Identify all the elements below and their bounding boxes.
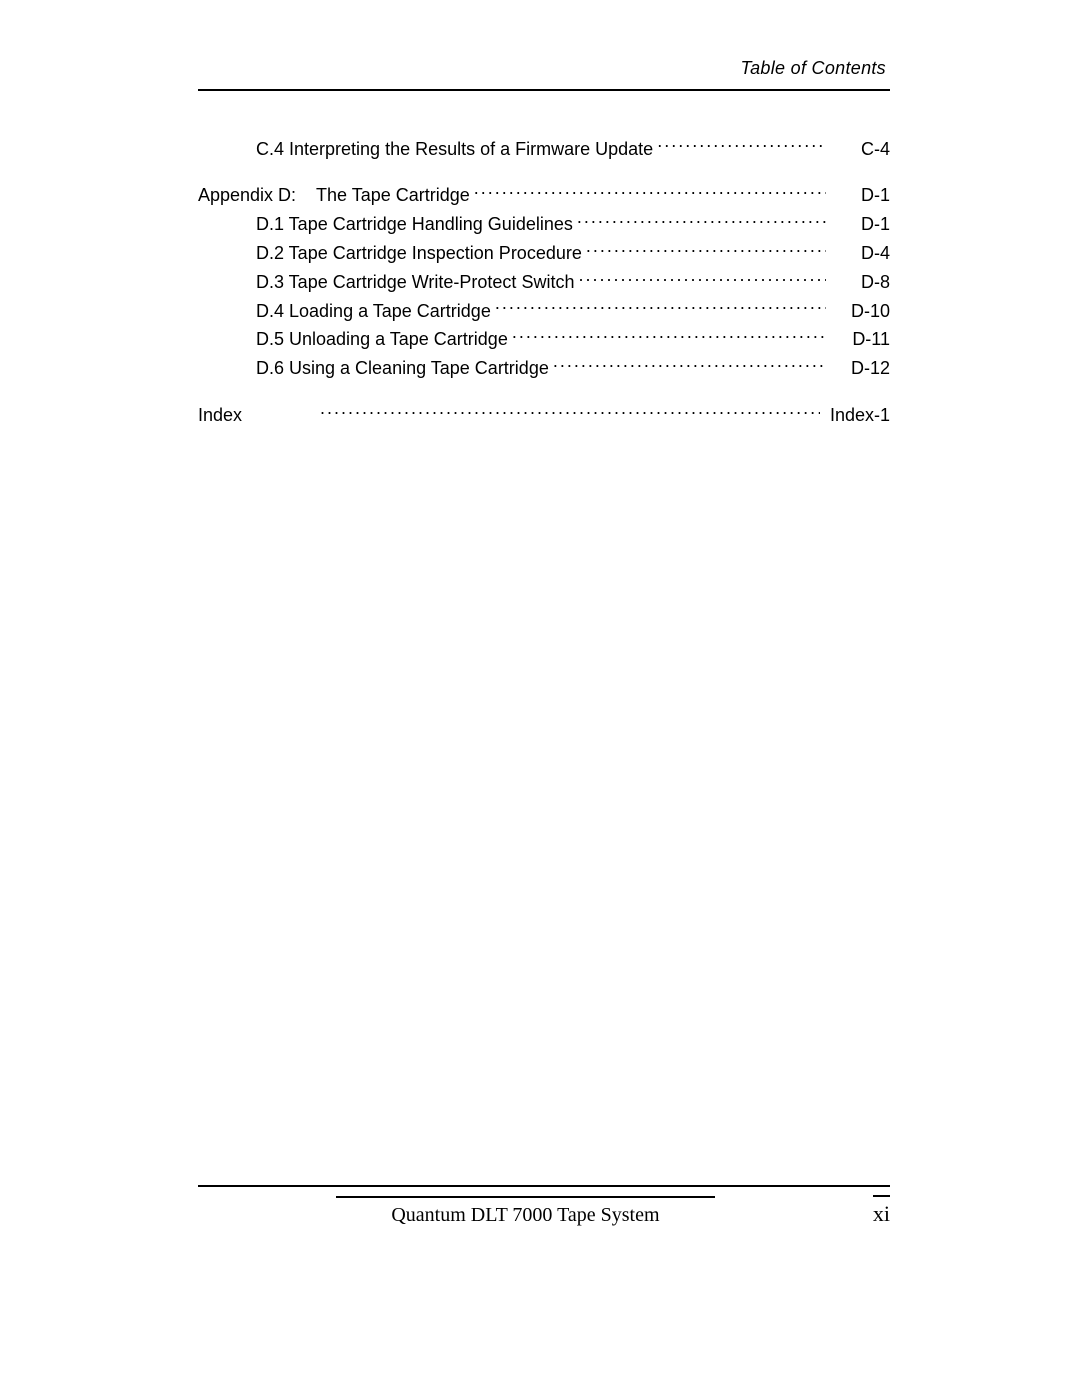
toc-entry-title: D.1 Tape Cartridge Handling Guidelines — [256, 212, 573, 237]
toc-leader-dots — [657, 133, 826, 155]
footer-line: Quantum DLT 7000 Tape System xi — [198, 1195, 890, 1227]
toc-entry-page: D-11 — [830, 327, 890, 352]
toc-entry-label: Index — [198, 403, 316, 428]
page: Table of Contents C.4 Interpreting the R… — [0, 0, 1080, 1397]
toc-leader-dots — [586, 237, 826, 259]
toc-row: D.6 Using a Cleaning Tape Cartridge D-12 — [198, 352, 890, 381]
toc-leader-dots — [495, 295, 826, 317]
toc-leader-dots — [320, 399, 820, 421]
header-label: Table of Contents — [198, 58, 890, 79]
toc-leader-dots — [577, 209, 826, 231]
toc-leader-dots — [474, 180, 826, 202]
toc-entry-page: Index-1 — [824, 403, 890, 428]
header-rule — [198, 89, 890, 91]
toc-entry-title: D.4 Loading a Tape Cartridge — [256, 299, 491, 324]
toc-entry-title: D.6 Using a Cleaning Tape Cartridge — [256, 356, 549, 381]
toc-row: D.3 Tape Cartridge Write-Protect Switch D… — [198, 266, 890, 295]
toc-leader-dots — [578, 266, 826, 288]
footer-right-rule — [873, 1195, 890, 1197]
footer-page-number-wrap: xi — [853, 1195, 890, 1227]
toc-row: D.1 Tape Cartridge Handling Guidelines D-… — [198, 209, 890, 238]
toc-entry-title: The Tape Cartridge — [316, 183, 470, 208]
footer-inner-rule — [336, 1196, 716, 1198]
toc-entry-page: D-10 — [830, 299, 890, 324]
table-of-contents: C.4 Interpreting the Results of a Firmwa… — [198, 133, 890, 428]
toc-leader-dots — [512, 324, 826, 346]
footer-center-text: Quantum DLT 7000 Tape System — [198, 1204, 853, 1227]
toc-leader-dots — [553, 352, 826, 374]
toc-entry-page: D-12 — [830, 356, 890, 381]
toc-row: C.4 Interpreting the Results of a Firmwa… — [198, 133, 890, 162]
toc-entry-page: D-1 — [830, 212, 890, 237]
footer-center-wrap: Quantum DLT 7000 Tape System — [198, 1196, 853, 1227]
page-header: Table of Contents — [198, 58, 890, 91]
toc-row: D.2 Tape Cartridge Inspection Procedure D… — [198, 237, 890, 266]
page-footer: Quantum DLT 7000 Tape System xi — [198, 1185, 890, 1227]
toc-row: D.4 Loading a Tape Cartridge D-10 — [198, 295, 890, 324]
toc-entry-page: D-1 — [830, 183, 890, 208]
toc-entry-title: D.2 Tape Cartridge Inspection Procedure — [256, 241, 582, 266]
toc-entry-title: D.5 Unloading a Tape Cartridge — [256, 327, 508, 352]
toc-entry-label: Appendix D: — [198, 183, 316, 208]
footer-page-number: xi — [873, 1201, 890, 1226]
toc-row: Appendix D:The Tape Cartridge D-1 — [198, 180, 890, 209]
toc-row: Index Index-1 — [198, 399, 890, 428]
toc-row: D.5 Unloading a Tape Cartridge D-11 — [198, 324, 890, 353]
toc-entry-page: D-4 — [830, 241, 890, 266]
toc-entry-title: D.3 Tape Cartridge Write-Protect Switch — [256, 270, 574, 295]
toc-entry-title: C.4 Interpreting the Results of a Firmwa… — [256, 137, 653, 162]
toc-entry-page: D-8 — [830, 270, 890, 295]
footer-rule-outer — [198, 1185, 890, 1187]
toc-entry-page: C-4 — [830, 137, 890, 162]
